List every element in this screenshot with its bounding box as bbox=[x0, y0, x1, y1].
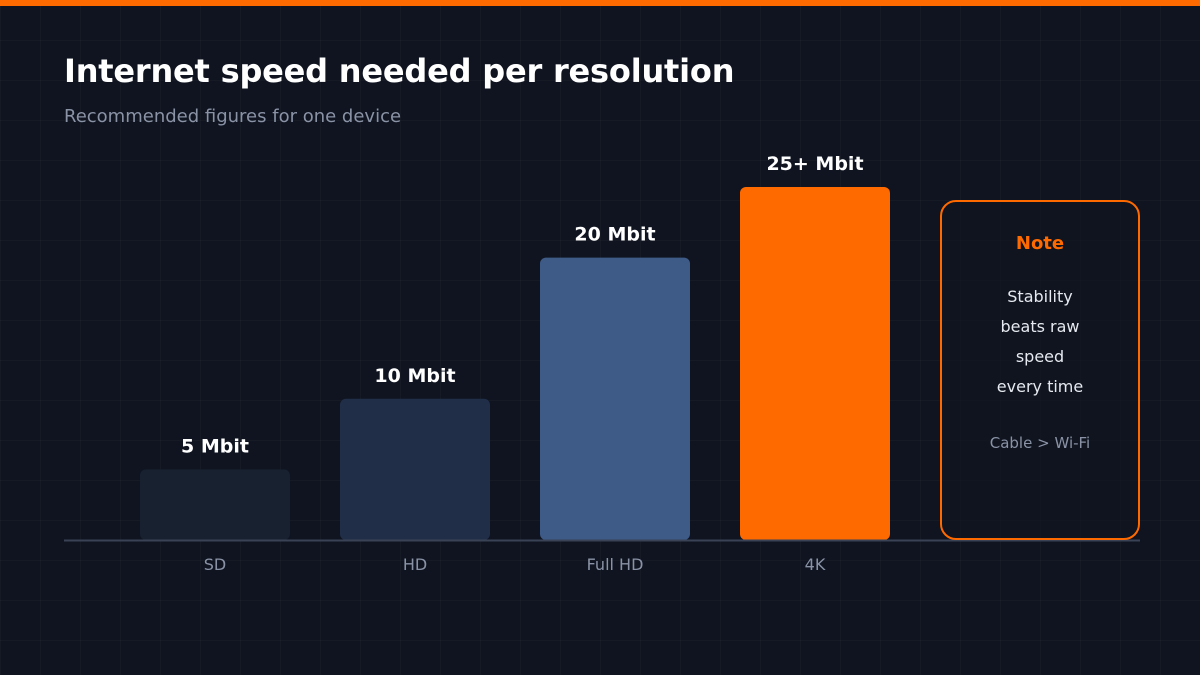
note-footer: Cable > Wi-Fi bbox=[989, 434, 1091, 452]
note-body: Stability beats raw speed every time bbox=[942, 282, 1138, 402]
note-line: beats raw bbox=[1000, 317, 1080, 336]
bar-value-label: 20 Mbit bbox=[574, 224, 655, 246]
bar-value-label: 10 Mbit bbox=[374, 365, 455, 387]
page-title: Internet speed needed per resolution bbox=[64, 52, 735, 90]
bar-value-label: 5 Mbit bbox=[181, 435, 249, 457]
category-label: SD bbox=[204, 555, 226, 574]
bar-hd bbox=[340, 398, 490, 540]
bar-4k bbox=[740, 187, 890, 540]
accent-top-bar bbox=[0, 0, 1200, 6]
bar-sd bbox=[140, 469, 290, 540]
note-card: Note Stability beats raw speed every tim… bbox=[940, 200, 1140, 540]
page-subtitle: Recommended figures for one device bbox=[64, 106, 402, 127]
note-line: speed bbox=[1015, 347, 1065, 366]
note-line: every time bbox=[996, 377, 1084, 396]
note-title: Note bbox=[1015, 233, 1065, 254]
bar-value-label: 25+ Mbit bbox=[766, 153, 863, 175]
category-label: HD bbox=[403, 555, 427, 574]
note-line: Stability bbox=[1007, 287, 1073, 306]
category-label: 4K bbox=[805, 555, 826, 574]
bar-full-hd bbox=[540, 257, 690, 540]
category-label: Full HD bbox=[587, 555, 644, 574]
